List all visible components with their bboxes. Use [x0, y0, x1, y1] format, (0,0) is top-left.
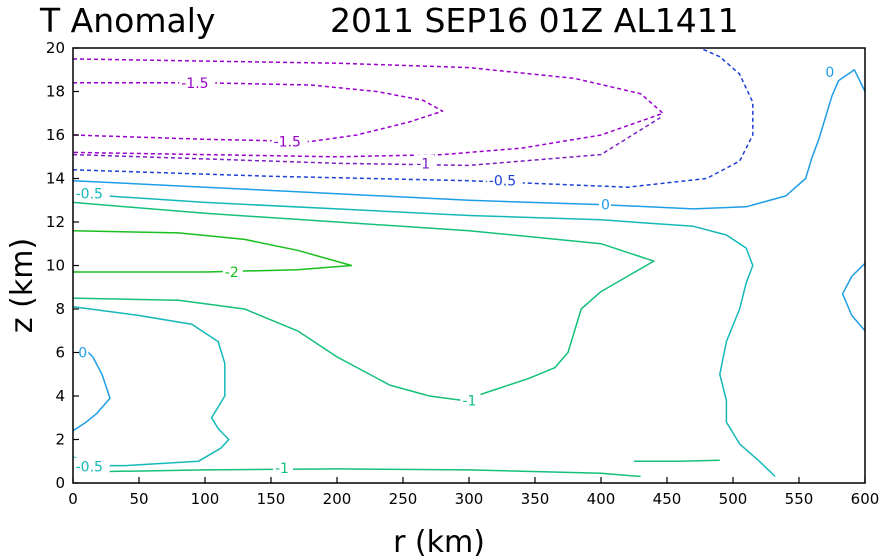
chart-title-date-storm: 2011 SEP16 01Z AL1411 — [330, 1, 739, 40]
contour-line-level-0-5 — [841, 262, 866, 332]
contour-line-level-2-13 — [72, 229, 353, 273]
contour-label-5: 0 — [601, 198, 610, 214]
contour-line-level-0_5-7 — [72, 192, 776, 478]
x-tick-label-9: 450 — [653, 490, 682, 508]
contour-label-bg-10 — [272, 458, 293, 475]
contour-line-level-neg0_5-3 — [72, 47, 754, 188]
contour-label-4: -0.5 — [76, 187, 103, 203]
contour-label-9: -1 — [462, 393, 476, 409]
contour-label-bg-0 — [179, 73, 216, 90]
contour-labels: -1.5 -1.5 -1 -0.5 -0.5 0 0 0 -2 -1 -1 -0.5 — [73, 62, 836, 477]
contour-label-bg-7 — [76, 343, 89, 360]
contour-label-bg-11 — [73, 457, 110, 474]
x-axis-label: r (km) — [393, 525, 485, 558]
contour-label-bg-9 — [460, 391, 481, 408]
contour-label-2: -1 — [416, 156, 430, 172]
x-tick-label-8: 400 — [587, 490, 616, 508]
contour-label-bg-2 — [414, 154, 435, 171]
y-axis-ticks: 0 2 4 6 8 10 12 14 16 18 20 — [46, 39, 79, 492]
plot-frame — [72, 47, 866, 484]
y-tick-label-2: 4 — [55, 387, 65, 405]
y-tick-label-0: 0 — [55, 474, 65, 492]
y-tick-label-5: 10 — [46, 257, 65, 275]
contour-label-bg-6 — [823, 62, 836, 79]
contour-label-11: -0.5 — [76, 460, 103, 476]
contour-label-bg-4 — [73, 184, 110, 201]
x-tick-label-5: 250 — [389, 490, 418, 508]
x-tick-label-4: 200 — [323, 490, 352, 508]
contour-line-level-1-12 — [634, 459, 720, 463]
y-tick-label-7: 14 — [46, 170, 65, 188]
contour-label-10: -1 — [275, 461, 289, 477]
y-tick-label-10: 20 — [46, 39, 65, 57]
contour-line-level-1-11 — [72, 468, 641, 478]
contour-line-level-0-6 — [72, 343, 111, 432]
y-tick-label-3: 6 — [55, 344, 65, 362]
y-tick-label-6: 12 — [46, 213, 65, 231]
x-tick-label-6: 300 — [455, 490, 484, 508]
contour-lines — [72, 47, 866, 478]
x-tick-label-11: 550 — [785, 490, 814, 508]
contour-label-3: -0.5 — [489, 174, 516, 190]
contour-label-0: -1.5 — [181, 76, 208, 92]
contour-label-bg-8 — [222, 263, 243, 280]
contour-line-level-0_5-8 — [72, 306, 230, 467]
x-tick-label-2: 100 — [191, 490, 220, 508]
x-tick-label-3: 150 — [257, 490, 286, 508]
contour-label-bg-1 — [271, 132, 308, 149]
y-tick-label-8: 16 — [46, 126, 65, 144]
chart-title: T Anomaly — [39, 1, 215, 40]
contour-label-6: 0 — [825, 65, 834, 81]
x-tick-label-12: 600 — [851, 490, 879, 508]
y-tick-label-1: 2 — [55, 431, 65, 449]
contour-line-level-0-4 — [72, 69, 866, 210]
x-tick-label-10: 500 — [719, 490, 748, 508]
x-tick-label-7: 350 — [521, 490, 550, 508]
contour-label-bg-3 — [486, 171, 523, 188]
contour-line-level-1-10 — [72, 201, 655, 402]
y-axis-label: z (km) — [5, 238, 40, 333]
contour-line-level-neg1-2 — [72, 116, 661, 167]
x-tick-label-1: 50 — [129, 490, 148, 508]
contour-label-1: -1.5 — [274, 135, 301, 151]
x-axis-ticks: 0 50 100 150 200 250 300 350 400 450 500 550 600 — [68, 477, 879, 508]
contour-label-bg-5 — [599, 195, 611, 212]
contour-label-7: 0 — [78, 346, 87, 362]
y-tick-label-9: 18 — [46, 83, 65, 101]
contour-label-8: -2 — [225, 265, 239, 281]
y-tick-label-4: 8 — [55, 300, 65, 318]
contour-line-level-neg1_5-1 — [72, 82, 444, 143]
x-tick-label-0: 0 — [68, 490, 78, 508]
contour-line-level-neg1_5-0 — [72, 58, 664, 158]
